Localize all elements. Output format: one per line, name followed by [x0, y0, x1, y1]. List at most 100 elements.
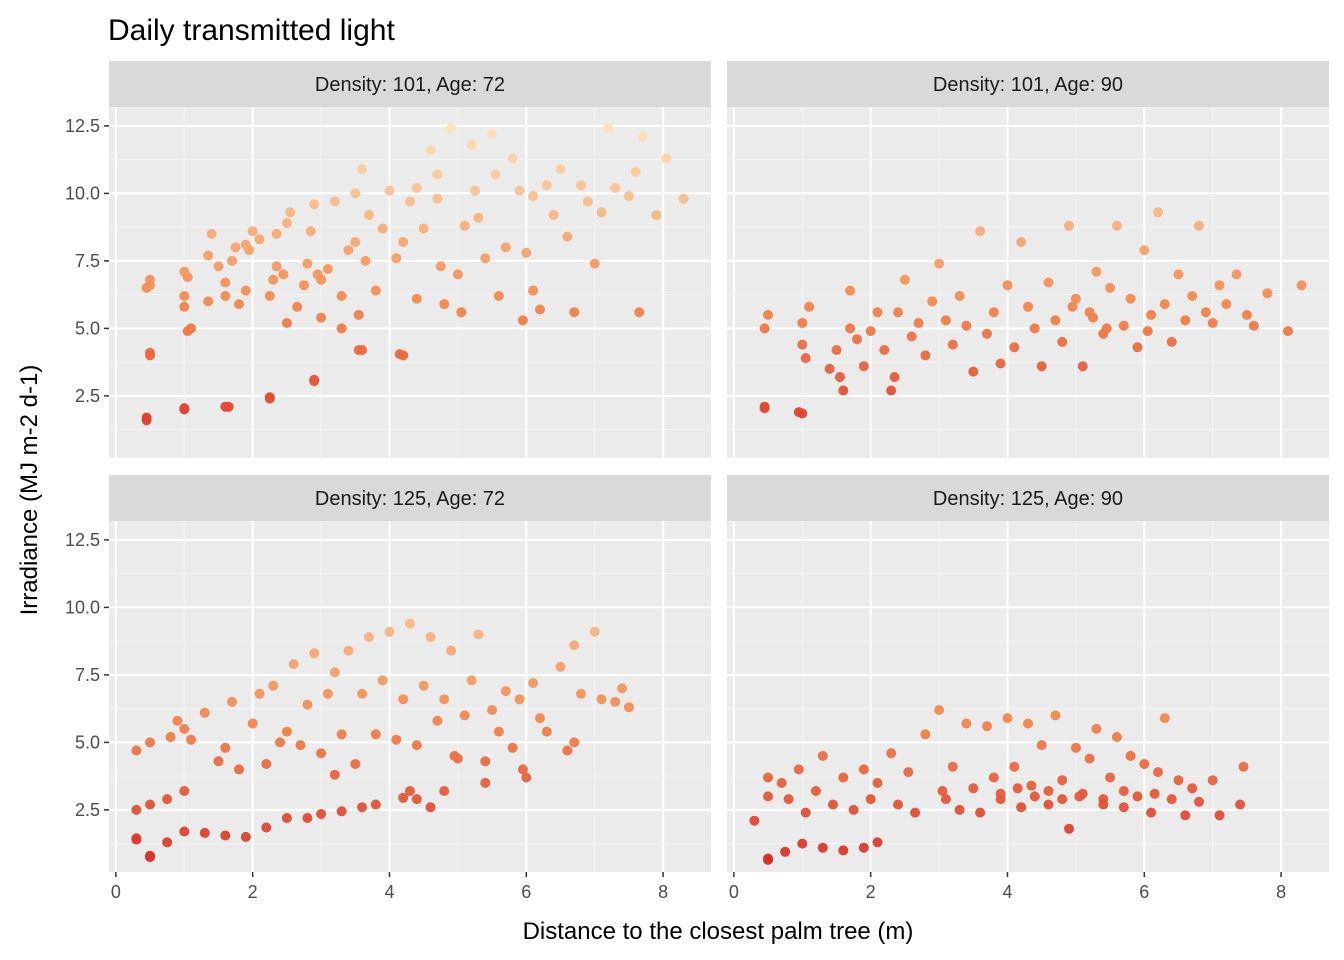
data-point	[1166, 336, 1177, 347]
data-point	[493, 291, 504, 301]
data-point	[1009, 342, 1020, 353]
data-point	[271, 261, 282, 272]
data-point	[982, 721, 992, 732]
data-point	[254, 688, 265, 699]
data-point	[322, 688, 333, 699]
data-point	[418, 680, 429, 691]
data-point	[316, 809, 327, 819]
data-point	[370, 285, 381, 296]
data-point	[439, 694, 450, 705]
data-point	[514, 185, 525, 196]
data-point	[893, 307, 903, 318]
data-point	[329, 769, 340, 780]
data-point	[1200, 307, 1211, 318]
data-point	[329, 667, 340, 678]
data-point	[480, 253, 491, 264]
y-tick-label: 2.5	[75, 386, 100, 406]
data-point	[384, 185, 395, 196]
plot-background	[109, 107, 711, 458]
x-tick-label: 2	[866, 882, 876, 902]
data-point	[1074, 791, 1085, 802]
data-point	[435, 261, 446, 272]
data-point	[1101, 323, 1112, 334]
data-point	[995, 788, 1006, 799]
data-point	[828, 799, 838, 810]
data-point	[285, 207, 296, 218]
data-point	[637, 131, 648, 142]
data-point	[240, 831, 251, 842]
data-point	[749, 815, 760, 826]
data-point	[872, 837, 883, 848]
data-point	[1139, 245, 1150, 256]
data-point	[1231, 269, 1242, 280]
data-point	[141, 415, 152, 426]
data-point	[940, 794, 951, 805]
data-point	[975, 807, 986, 818]
data-point	[316, 748, 327, 759]
data-point	[186, 734, 197, 745]
data-point	[357, 802, 368, 813]
data-point	[316, 312, 327, 323]
data-point	[1149, 788, 1160, 799]
data-point	[968, 366, 979, 377]
data-point	[763, 309, 773, 320]
data-point	[1070, 742, 1081, 753]
plot-background	[727, 521, 1329, 872]
data-point	[411, 293, 422, 304]
data-point	[336, 806, 347, 817]
data-point	[562, 745, 573, 756]
data-point	[275, 737, 285, 748]
data-point	[292, 301, 303, 312]
data-point	[309, 199, 320, 210]
data-point	[886, 748, 897, 759]
data-point	[145, 799, 155, 810]
data-point	[910, 807, 921, 818]
data-point	[309, 648, 320, 659]
facet-strip-label: Density: 101, Age: 90	[933, 74, 1123, 96]
data-point	[517, 315, 528, 326]
data-point	[975, 226, 986, 237]
data-point	[1132, 791, 1143, 802]
data-point	[1153, 207, 1163, 218]
data-point	[783, 794, 794, 805]
y-tick-label: 7.5	[75, 665, 100, 685]
data-point	[281, 813, 292, 823]
data-point	[852, 334, 862, 345]
data-point	[661, 153, 672, 164]
data-point	[411, 794, 422, 805]
data-point	[500, 242, 511, 253]
data-point	[562, 231, 573, 242]
data-point	[893, 799, 903, 810]
data-point	[302, 813, 313, 823]
data-point	[405, 618, 415, 629]
data-point	[1057, 336, 1068, 347]
data-point	[360, 255, 371, 266]
x-tick-label: 4	[1002, 882, 1012, 902]
data-point	[1064, 220, 1074, 231]
data-point	[1187, 291, 1198, 301]
data-point	[630, 166, 641, 177]
data-point	[589, 626, 600, 637]
data-point	[1036, 740, 1047, 751]
data-point	[398, 694, 409, 705]
data-point	[1142, 326, 1153, 337]
data-point	[1125, 293, 1136, 304]
data-point	[1159, 713, 1170, 724]
data-point	[858, 361, 869, 372]
data-point	[278, 269, 289, 280]
data-point	[247, 226, 258, 237]
data-point	[1111, 732, 1122, 742]
data-point	[305, 226, 316, 237]
data-point	[1187, 783, 1198, 794]
data-point	[473, 212, 484, 223]
data-point	[449, 750, 460, 761]
data-point	[1118, 802, 1129, 813]
data-point	[1111, 220, 1122, 231]
data-point	[920, 729, 931, 740]
data-point	[487, 129, 498, 139]
data-point	[617, 683, 628, 694]
data-point	[350, 237, 361, 247]
data-point	[759, 403, 770, 414]
data-point	[988, 307, 999, 318]
